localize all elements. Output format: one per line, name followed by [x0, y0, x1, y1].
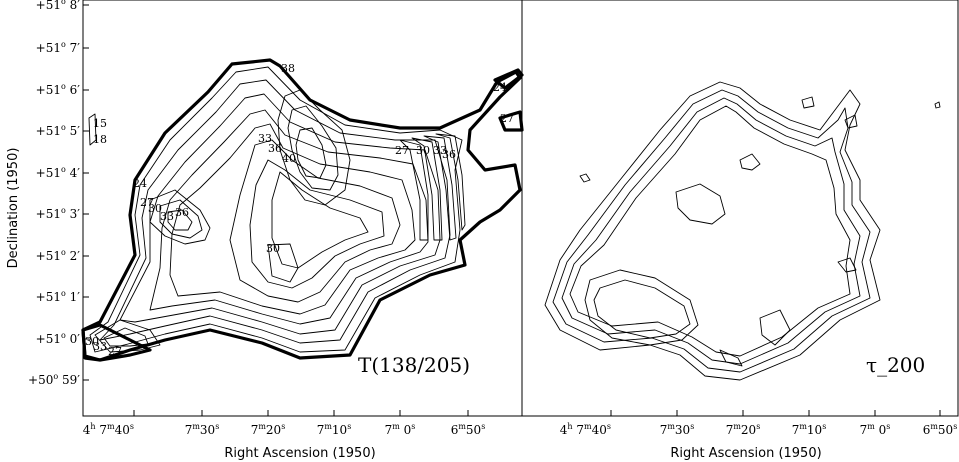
contour-line: [498, 110, 524, 132]
contour-label: 27: [140, 196, 154, 209]
x-tick-label: 7m 0s: [385, 422, 416, 437]
contour-label: 30: [416, 144, 430, 157]
x-tick-label: 6m50s: [451, 422, 486, 437]
contour-label: 40: [282, 152, 296, 165]
contour-label: 18: [93, 133, 107, 146]
x-tick-label: 7m30s: [185, 422, 220, 437]
contour-label: 27: [500, 112, 514, 125]
contour-label: 27: [108, 345, 122, 358]
right-contours: [544, 81, 941, 381]
contour-line: [593, 279, 691, 339]
contour-line: [423, 135, 457, 241]
contour-line: [837, 257, 857, 273]
y-tick-label: +50o 59′: [28, 372, 80, 387]
y-ticks: [83, 4, 89, 381]
contour-label: 30: [85, 335, 99, 348]
contour-line: [81, 323, 152, 362]
contour-line: [103, 327, 149, 347]
contour-label: 24: [133, 177, 147, 190]
contour-line: [277, 89, 351, 206]
contour-label: 36: [268, 142, 282, 155]
contour-line: [94, 319, 161, 353]
contour-line: [399, 139, 429, 241]
contour-label: 36: [175, 206, 189, 219]
contour-line: [119, 93, 441, 335]
contour-line: [271, 171, 369, 269]
contour-line: [287, 105, 339, 191]
contour-label: 30: [148, 202, 162, 215]
contour-line: [561, 97, 861, 365]
contour-line: [411, 137, 443, 241]
x-tick-label: 4h 7m40s: [560, 422, 611, 437]
x-ticks-right: [610, 410, 941, 416]
left-panel-label: T(138/205): [358, 353, 470, 377]
contour-label: 24: [493, 81, 507, 94]
left-contours: [81, 58, 524, 362]
contour-line: [544, 81, 881, 381]
contour-label: 27: [395, 144, 409, 157]
contour-line: [844, 114, 858, 129]
contour-line: [229, 139, 401, 303]
contour-line: [759, 309, 791, 346]
y-tick-label: +51o 0′: [36, 331, 81, 346]
contour-line: [801, 96, 815, 109]
contour-line: [934, 101, 941, 109]
x-tick-label: 7m20s: [251, 422, 286, 437]
contour-line: [295, 127, 327, 179]
y-tick-label: +51o 2′: [36, 248, 81, 263]
contour-label: 33: [433, 144, 447, 157]
x-tick-label: 7m 0s: [860, 422, 891, 437]
contour-line: [89, 66, 463, 353]
contour-label: 33: [93, 340, 107, 353]
contour-line: [169, 123, 416, 315]
x-axis-title-left: Right Ascension (1950): [224, 446, 375, 461]
x-tick-label: 4h 7m40s: [83, 422, 134, 437]
y-tick-label: +51o 8′: [36, 0, 81, 12]
contour-line: [149, 189, 211, 245]
x-ticks-left: [133, 410, 469, 416]
contour-line: [579, 173, 591, 183]
contour-label: 36: [442, 148, 456, 161]
contour-line: [167, 209, 193, 231]
left-contour-labels: 38 33 36 40 27 30 33 36 27 30 33 36 30 1…: [85, 62, 514, 358]
x-tick-label: 7m10s: [317, 422, 352, 437]
y-tick-label: +51o 3′: [36, 206, 81, 221]
contour-line: [435, 133, 466, 231]
contour-line: [493, 68, 524, 90]
contour-label: 38: [281, 62, 295, 75]
contour-line: [552, 89, 871, 373]
contour-label: 33: [160, 210, 174, 223]
contour-line: [569, 105, 851, 357]
contour-label: 15: [93, 117, 107, 130]
contour-label: 33: [258, 132, 272, 145]
y-tick-label: +51o 5′: [36, 123, 81, 138]
contour-line: [267, 243, 299, 283]
x-axis-title-right: Right Ascension (1950): [670, 446, 821, 461]
x-tick-label: 7m30s: [660, 422, 695, 437]
y-tick-labels: +51o 8′ +51o 7′ +51o 6′ +51o 5′ +51o 4′ …: [28, 0, 80, 387]
contour-label: 30: [266, 242, 280, 255]
contour-line: [88, 113, 97, 146]
contour-line: [739, 153, 761, 171]
contour-line: [675, 183, 726, 225]
right-panel-label: τ_200: [866, 353, 925, 377]
right-panel-frame: [521, 0, 959, 417]
contour-line: [159, 199, 203, 239]
x-tick-labels-right: 4h 7m40s 7m30s 7m20s 7m10s 7m 0s 6m50s: [560, 422, 958, 437]
contour-line: [249, 159, 385, 289]
x-tick-label: 7m10s: [792, 422, 827, 437]
y-tick-label: +51o 6′: [36, 82, 81, 97]
left-boundary-contour: [81, 58, 522, 362]
y-axis-title: Declination (1950): [6, 148, 21, 269]
y-tick-label: +51o 1′: [36, 289, 81, 304]
y-tick-label: +51o 7′: [36, 40, 81, 55]
x-tick-label: 7m20s: [726, 422, 761, 437]
x-tick-label: 6m50s: [923, 422, 958, 437]
y-tick-label: +51o 4′: [36, 165, 81, 180]
contour-line: [149, 109, 429, 325]
contour-line: [584, 269, 699, 346]
contour-line: [719, 349, 743, 367]
x-tick-labels-left: 4h 7m40s 7m30s 7m20s 7m10s 7m 0s 6m50s: [83, 422, 486, 437]
